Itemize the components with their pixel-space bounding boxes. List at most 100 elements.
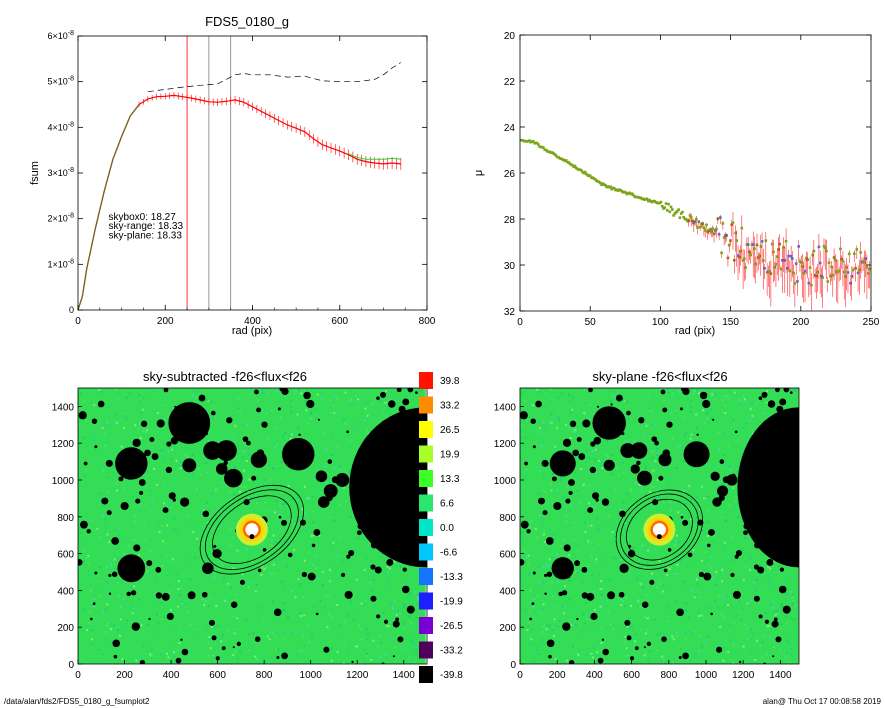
masked-source: [682, 652, 689, 660]
noise-pixel: [270, 411, 273, 414]
noise-pixel: [350, 398, 353, 401]
noise-pixel: [670, 566, 673, 569]
masked-source: [301, 571, 307, 578]
noise-pixel: [650, 485, 653, 488]
noise-pixel: [748, 438, 751, 441]
aperture-ellipse: [626, 498, 693, 561]
noise-pixel: [612, 556, 615, 559]
data-point: [864, 257, 867, 260]
masked-source: [569, 420, 577, 428]
noise-pixel: [541, 518, 544, 521]
noise-pixel: [648, 492, 651, 495]
noise-pixel: [634, 640, 637, 643]
noise-pixel: [769, 603, 772, 606]
noise-pixel: [630, 488, 633, 491]
noise-pixel: [304, 400, 307, 403]
noise-pixel: [310, 410, 313, 413]
noise-pixel: [183, 519, 186, 522]
noise-pixel: [414, 590, 417, 593]
noise-pixel: [308, 641, 311, 644]
noise-pixel: [174, 543, 177, 546]
noise-pixel: [314, 555, 317, 558]
noise-pixel: [233, 493, 236, 496]
masked-source: [735, 549, 743, 557]
noise-pixel: [711, 577, 714, 580]
noise-pixel: [791, 596, 794, 599]
noise-pixel: [134, 424, 137, 427]
masked-source: [779, 567, 785, 572]
noise-pixel: [792, 389, 795, 392]
noise-pixel: [715, 392, 718, 395]
noise-pixel: [706, 535, 709, 538]
noise-pixel: [727, 445, 730, 448]
noise-pixel: [641, 586, 644, 589]
noise-pixel: [334, 595, 337, 598]
data-point: [854, 267, 857, 270]
noise-pixel: [267, 624, 270, 627]
noise-pixel: [191, 454, 194, 457]
noise-pixel: [735, 652, 738, 655]
noise-pixel: [645, 650, 648, 653]
noise-pixel: [721, 595, 724, 598]
noise-pixel: [284, 432, 287, 435]
noise-pixel: [585, 602, 588, 605]
noise-pixel: [116, 557, 119, 560]
noise-pixel: [159, 602, 162, 605]
noise-pixel: [525, 419, 528, 422]
noise-pixel: [103, 432, 106, 435]
noise-pixel: [233, 663, 236, 664]
noise-pixel: [287, 515, 290, 518]
noise-pixel: [551, 557, 554, 560]
masked-source: [629, 656, 635, 661]
noise-pixel: [87, 562, 90, 565]
noise-pixel: [797, 603, 799, 606]
noise-pixel: [563, 612, 566, 615]
noise-pixel: [329, 399, 332, 402]
noise-pixel: [766, 625, 769, 628]
noise-pixel: [294, 596, 297, 599]
x-tick-label: 800: [256, 670, 273, 681]
noise-pixel: [695, 655, 698, 658]
masked-source: [376, 396, 380, 400]
noise-pixel: [588, 616, 591, 619]
masked-source: [532, 571, 536, 575]
noise-pixel: [126, 619, 129, 622]
noise-pixel: [142, 645, 145, 648]
noise-pixel: [540, 432, 543, 435]
noise-pixel: [121, 597, 124, 600]
noise-pixel: [653, 485, 656, 488]
masked-source: [783, 388, 790, 393]
noise-pixel: [749, 407, 752, 410]
noise-pixel: [601, 460, 604, 463]
noise-pixel: [365, 628, 368, 631]
noise-pixel: [80, 541, 83, 544]
y-tick-label: 0: [69, 305, 74, 315]
noise-pixel: [157, 521, 160, 524]
noise-pixel: [674, 544, 677, 547]
noise-pixel: [724, 395, 727, 398]
noise-pixel: [161, 618, 164, 621]
data-point: [668, 210, 672, 214]
y-tick-label: 4×10-8: [47, 121, 74, 132]
noise-pixel: [538, 427, 541, 430]
noise-pixel: [245, 548, 248, 551]
noise-pixel: [235, 561, 238, 564]
noise-pixel: [264, 501, 267, 504]
data-point: [758, 254, 761, 258]
noise-pixel: [265, 566, 268, 569]
masked-source: [530, 418, 536, 424]
noise-pixel: [576, 572, 579, 575]
noise-pixel: [82, 550, 85, 553]
noise-pixel: [302, 596, 305, 599]
masked-source: [757, 566, 765, 574]
noise-pixel: [761, 656, 764, 659]
masked-source: [346, 430, 349, 434]
masked-star: [224, 468, 243, 488]
noise-pixel: [379, 656, 382, 659]
data-point: [777, 248, 780, 251]
noise-pixel: [566, 486, 569, 489]
data-point: [697, 220, 701, 224]
noise-pixel: [172, 558, 175, 561]
noise-pixel: [655, 490, 658, 493]
noise-pixel: [247, 649, 250, 652]
